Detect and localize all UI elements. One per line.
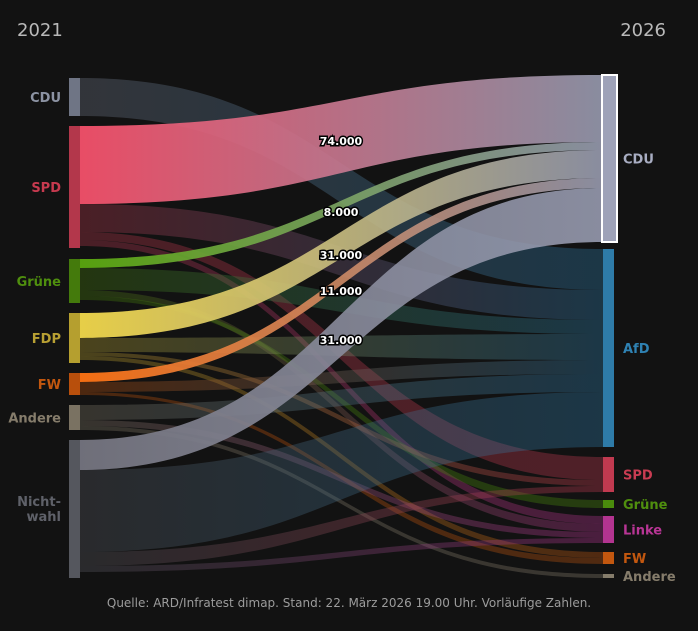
right-node-label-afd: AfD — [623, 342, 650, 357]
flow-andere-to-andere[interactable] — [80, 426, 603, 578]
flow-gruene-to-linke[interactable] — [80, 290, 603, 532]
year-right: 2026 — [620, 20, 666, 41]
right-node-gruene[interactable] — [603, 500, 614, 508]
flow-value-labels: 74.000 8.000 31.000 11.000 31.000 — [318, 134, 364, 349]
right-node-label-spd: SPD — [623, 469, 653, 484]
flow-spd-to-afd[interactable] — [80, 204, 603, 320]
year-left: 2021 — [17, 20, 63, 41]
flow-value-label: 11.000 — [320, 285, 363, 298]
right-node-label-linke: Linke — [623, 524, 662, 539]
left-node-spd[interactable] — [69, 126, 80, 248]
right-node-fw[interactable] — [603, 552, 614, 564]
nodes — [69, 74, 618, 578]
left-node-label-cdu: CDU — [30, 91, 61, 106]
flow-gruene-to-afd[interactable] — [80, 268, 603, 334]
flow-highlight-spd-to-cdu[interactable] — [80, 75, 603, 204]
left-node-cdu[interactable] — [69, 78, 80, 116]
left-node-gruene[interactable] — [69, 259, 80, 303]
flow-fw-to-afd[interactable] — [80, 360, 603, 392]
left-node-andere[interactable] — [69, 405, 80, 430]
flow-value-label: 31.000 — [320, 334, 363, 347]
flow-nichtwahl-to-afd[interactable] — [80, 392, 603, 552]
flow-fdp-to-spd[interactable] — [80, 352, 603, 486]
right-node-andere[interactable] — [603, 574, 614, 578]
left-node-fdp[interactable] — [69, 313, 80, 363]
flow-highlight-nichtwahl-to-cdu[interactable] — [80, 188, 603, 470]
left-node-label-andere: Andere — [8, 412, 61, 427]
left-node-label-nichtwahl: Nicht-wahl — [17, 495, 61, 525]
flow-nichtwahl-to-linke[interactable] — [80, 538, 603, 572]
flow-nichtwahl-to-spd[interactable] — [80, 486, 603, 566]
right-node-afd[interactable] — [603, 249, 614, 447]
left-node-label-fdp: FDP — [32, 332, 61, 347]
flow-value-label: 8.000 — [324, 206, 359, 219]
source-note: Quelle: ARD/Infratest dimap. Stand: 22. … — [106, 596, 592, 610]
node-labels: CDU SPD Grüne FDP FW Andere Nicht-wahl CDU AfD SP… — [8, 91, 676, 585]
flow-highlight-gruene-to-cdu[interactable] — [80, 142, 603, 268]
right-node-label-andere: Andere — [623, 570, 676, 585]
highlighted-flows — [80, 75, 603, 470]
right-node-label-gruene: Grüne — [623, 498, 668, 513]
flow-highlight-fw-to-cdu[interactable] — [80, 178, 603, 382]
right-node-label-fw: FW — [623, 552, 646, 567]
left-node-fw[interactable] — [69, 373, 80, 395]
left-node-label-gruene: Grüne — [17, 275, 62, 290]
flow-value-label: 74.000 — [320, 135, 363, 148]
left-node-label-fw: FW — [38, 378, 61, 393]
flow-andere-to-afd[interactable] — [80, 374, 603, 420]
left-node-label-spd: SPD — [31, 181, 61, 196]
flow-highlight-fdp-to-cdu[interactable] — [80, 150, 603, 338]
right-node-label-cdu: CDU — [623, 153, 654, 168]
right-node-linke[interactable] — [603, 516, 614, 543]
left-node-nichtwahl[interactable] — [69, 440, 80, 578]
flow-value-label: 31.000 — [320, 249, 363, 262]
right-node-cdu[interactable] — [601, 74, 618, 243]
right-node-spd[interactable] — [603, 457, 614, 492]
